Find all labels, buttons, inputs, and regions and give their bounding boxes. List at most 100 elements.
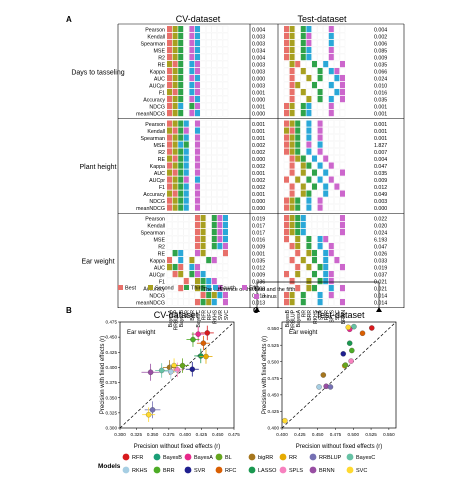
difference-note: The difference of the best and the fifth (203, 287, 296, 293)
heatmap-cell-cv (206, 60, 212, 68)
test-difference-value: 0.037 (374, 273, 387, 279)
heatmap-cell-test (295, 25, 301, 33)
heatmap-labels: Pearson 0.004 0.004 Kendall 0.003 0.002 Spearm… (71, 23, 405, 330)
model-legend-dot-bigrr (248, 453, 256, 461)
cv-difference-value: 0.017 (252, 224, 265, 230)
heatmap-cell-cv (217, 53, 223, 61)
x-tick-label: 0.425 (196, 432, 208, 437)
heatmap-cell-test (306, 103, 312, 110)
heatmap-cell-test (306, 270, 312, 278)
heatmap-cell-cv (222, 277, 229, 285)
heatmap-cell-test (328, 110, 334, 117)
cv-difference-value: 0.001 (252, 129, 265, 135)
heatmap-cell-test (323, 197, 329, 204)
heatmap-cell-cv (183, 162, 189, 169)
heatmap-cell-cv (200, 60, 206, 68)
heatmap-cell-test (295, 277, 301, 285)
heatmap-cell-test (289, 155, 295, 162)
heatmap-title-test: Test-dataset (297, 14, 347, 24)
heatmap-cell-cv (222, 88, 229, 96)
heatmap-cell-test (289, 120, 295, 127)
heatmap-cell-cv (217, 222, 223, 229)
heatmap-cell-test (334, 25, 340, 33)
heatmap-cell-cv (200, 141, 206, 148)
heatmap-cell-test (311, 197, 318, 204)
heatmap-cell-cv (222, 183, 229, 190)
heatmap-cell-cv (189, 183, 195, 190)
heatmap-cell-test (300, 68, 306, 75)
heatmap-cell-cv (183, 190, 189, 197)
cv-column-label: BayesC (196, 310, 202, 328)
heatmap-cell-cv (195, 176, 200, 183)
cv-difference-value: 0.001 (252, 171, 265, 177)
heatmap-cell-cv (195, 243, 200, 250)
heatmap-cell-test (300, 235, 306, 243)
heatmap-cell-cv (178, 264, 184, 271)
heatmap-cell-cv (178, 250, 184, 257)
heatmap-cell-test (312, 155, 317, 162)
data-point-svc (145, 411, 152, 418)
heatmap-cell-test (334, 102, 340, 110)
model-legend-dot-rfc (215, 466, 223, 474)
heatmap-cell-test (334, 249, 340, 257)
heatmap-cell-cv (178, 40, 184, 47)
heatmap-cell-test (328, 169, 334, 176)
heatmap-cell-test (306, 47, 312, 54)
heatmap-cell-test (317, 221, 323, 229)
heatmap-cell-cv (189, 271, 195, 278)
heatmap-cell-test (312, 271, 317, 278)
heatmap-cell-cv (195, 26, 200, 33)
model-legend-dot-bl (215, 453, 223, 461)
scatter-b-subtitle: Ear weight (127, 330, 156, 336)
heatmap-cell-cv (200, 176, 206, 183)
heatmap-cell-cv (211, 88, 217, 96)
heatmap-cell-test (295, 169, 301, 176)
heatmap-cell-test (340, 190, 345, 197)
heatmap-cell-test (289, 299, 295, 306)
heatmap-cell-test (328, 82, 334, 89)
model-legend-label: SVR (194, 468, 205, 474)
heatmap-cell-test (328, 26, 334, 33)
data-point-rfr (369, 325, 375, 331)
heatmap-cell-test (334, 32, 340, 40)
heatmap-cell-cv (189, 47, 195, 54)
heatmap-cell-cv (178, 54, 184, 61)
heatmap-cell-cv (178, 89, 184, 96)
metric-label: MSE (154, 238, 166, 244)
heatmap-cell-cv (211, 222, 217, 229)
heatmap-cell-test (306, 250, 312, 257)
heatmap-cell-test (317, 96, 323, 103)
data-point-spls (348, 358, 354, 364)
data-point-rfr (204, 330, 211, 336)
test-difference-value: 0.006 (374, 42, 387, 48)
metric-label: NDCG (149, 199, 165, 205)
heatmap-cell-test (311, 109, 318, 117)
heatmap-cell-cv (178, 141, 184, 148)
heatmap-cell-test (328, 33, 334, 40)
heatmap-cell-test (334, 148, 340, 155)
heatmap-cell-cv (222, 25, 229, 33)
data-point-bayesc (351, 323, 357, 330)
heatmap-cell-cv (189, 54, 195, 61)
model-legend-label: BayesC (356, 455, 375, 461)
heatmap-cell-test (339, 53, 346, 61)
heatmap-cell-cv (167, 82, 172, 89)
heatmap-cell-cv (166, 284, 173, 292)
heatmap-cell-test (323, 257, 329, 264)
heatmap-cell-cv (183, 53, 189, 61)
heatmap-cell-test (283, 162, 290, 169)
test-difference-value: 0.004 (374, 157, 387, 163)
heatmap-cell-test (295, 95, 301, 103)
heatmap-cell-test (339, 148, 346, 155)
cv-difference-value: 0.001 (252, 105, 265, 111)
heatmap-cell-test (328, 148, 334, 155)
heatmap-cell-cv (172, 134, 178, 141)
heatmap-cell-cv (206, 95, 212, 103)
heatmap-cell-cv (223, 299, 228, 306)
heatmap-cell-cv (217, 74, 223, 82)
heatmap-cell-cv (211, 95, 217, 103)
scatter-b-title: CV-dataset (154, 310, 199, 320)
data-point-brr (190, 336, 196, 343)
heatmap-cell-test (311, 242, 318, 250)
heatmap-cell-cv (167, 127, 172, 134)
